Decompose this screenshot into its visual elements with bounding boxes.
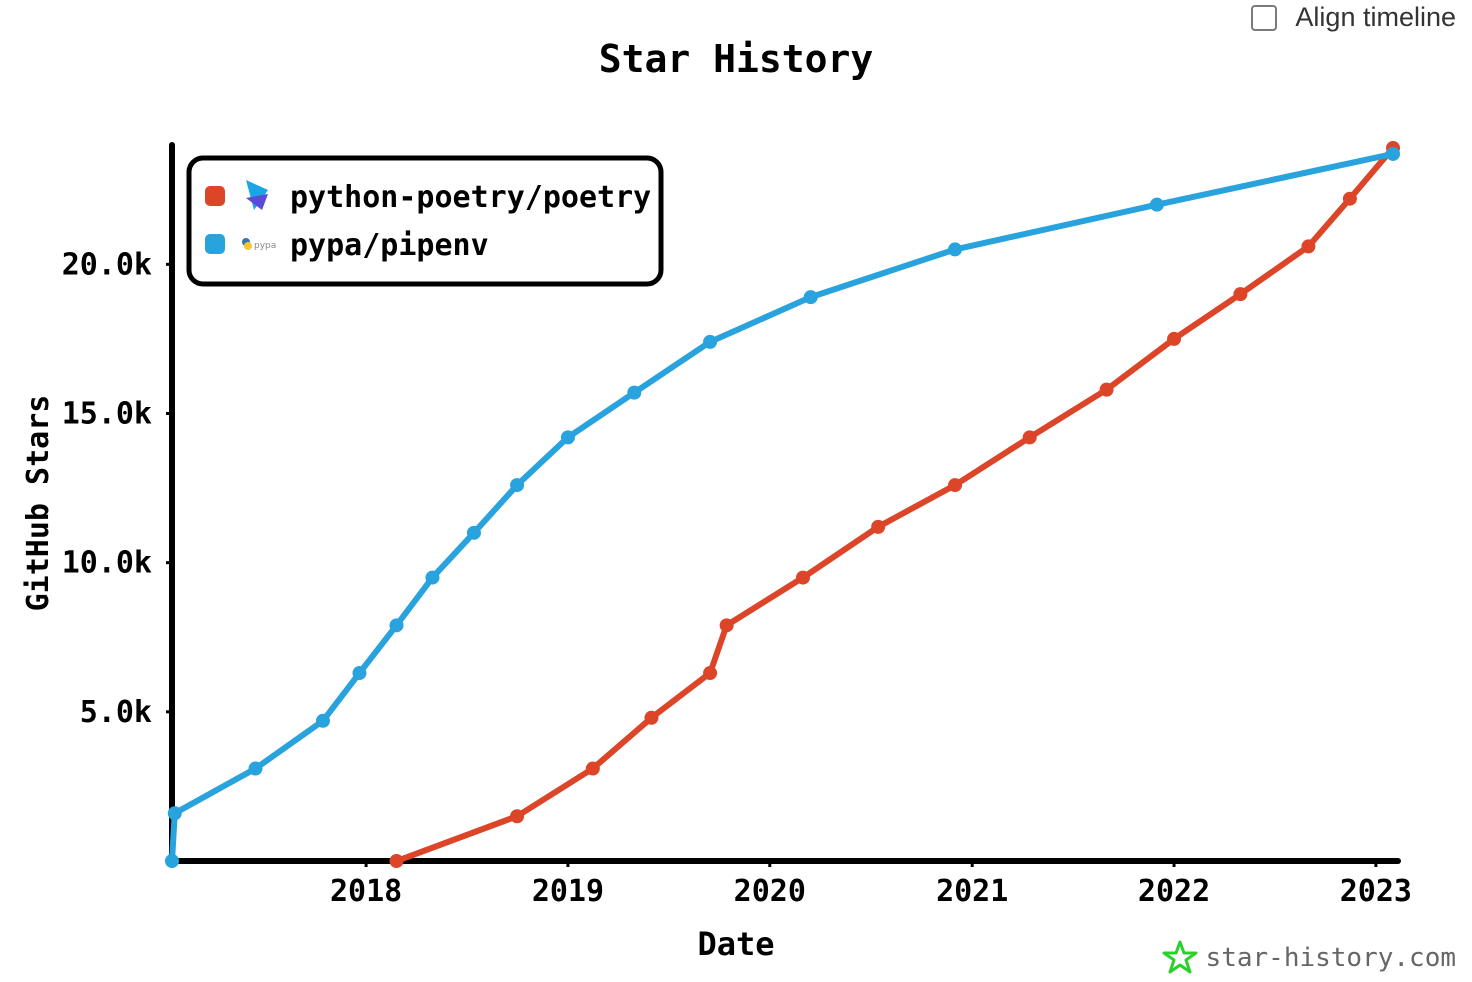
chart-title: Star History xyxy=(599,37,874,81)
legend-label: pypa/pipenv xyxy=(290,228,489,263)
series-line-pypa-pipenv xyxy=(169,150,1397,864)
align-timeline-toggle[interactable]: Align timeline xyxy=(1251,2,1456,33)
y-axis-label: GitHub Stars xyxy=(21,395,56,612)
data-point-python-poetry-poetry[interactable] xyxy=(510,809,525,824)
data-point-pypa-pipenv[interactable] xyxy=(315,713,330,728)
y-tick-label: 15.0k xyxy=(62,397,152,432)
data-point-pypa-pipenv[interactable] xyxy=(948,242,963,257)
data-point-pypa-pipenv[interactable] xyxy=(1149,197,1164,212)
data-point-pypa-pipenv[interactable] xyxy=(389,618,404,633)
data-point-python-poetry-poetry[interactable] xyxy=(948,478,963,493)
legend-label: python-poetry/poetry xyxy=(290,180,651,215)
data-point-python-poetry-poetry[interactable] xyxy=(1099,382,1114,397)
pypa-logo-icon: pypa xyxy=(242,238,276,251)
data-point-python-poetry-poetry[interactable] xyxy=(719,618,734,633)
legend: python-poetry/poetry pypa pypa/pipenv xyxy=(186,155,664,287)
data-point-python-poetry-poetry[interactable] xyxy=(389,854,404,868)
data-point-python-poetry-poetry[interactable] xyxy=(644,710,659,725)
x-tick-label: 2021 xyxy=(936,874,1008,909)
watermark-text: star-history.com xyxy=(1205,943,1456,973)
data-point-pypa-pipenv[interactable] xyxy=(425,570,440,585)
data-point-pypa-pipenv[interactable] xyxy=(466,525,481,540)
legend-swatch xyxy=(205,186,225,206)
x-tick-label: 2018 xyxy=(330,874,402,909)
x-tick-label: 2022 xyxy=(1138,874,1210,909)
legend-swatch xyxy=(205,234,225,254)
y-tick-label: 10.0k xyxy=(62,546,152,581)
y-tick-label: 5.0k xyxy=(80,695,152,730)
align-timeline-checkbox[interactable] xyxy=(1251,4,1278,31)
data-point-python-poetry-poetry[interactable] xyxy=(585,761,600,776)
data-point-pypa-pipenv[interactable] xyxy=(352,666,367,681)
data-point-python-poetry-poetry[interactable] xyxy=(1167,331,1182,346)
data-point-pypa-pipenv[interactable] xyxy=(560,430,575,445)
legend-box xyxy=(186,155,664,287)
watermark[interactable]: star-history.com xyxy=(1162,940,1456,976)
series-line-python-poetry-poetry xyxy=(393,144,1397,864)
data-point-pypa-pipenv[interactable] xyxy=(1386,146,1401,161)
align-timeline-label: Align timeline xyxy=(1295,2,1456,32)
data-point-pypa-pipenv[interactable] xyxy=(248,761,263,776)
x-tick-label: 2023 xyxy=(1340,874,1412,909)
data-point-pypa-pipenv[interactable] xyxy=(165,854,179,868)
x-axis-label: Date xyxy=(697,925,774,963)
x-tick-label: 2019 xyxy=(532,874,604,909)
data-point-python-poetry-poetry[interactable] xyxy=(795,570,810,585)
x-tick-label: 2020 xyxy=(734,874,806,909)
data-point-python-poetry-poetry[interactable] xyxy=(871,519,886,534)
data-point-python-poetry-poetry[interactable] xyxy=(1022,430,1037,445)
tick-labels: 2018 2019 2020 2021 2022 2023 5.0k 10.0k 15.0k 20… xyxy=(62,247,1412,909)
svg-text:pypa: pypa xyxy=(254,241,276,251)
data-point-pypa-pipenv[interactable] xyxy=(803,290,818,305)
data-point-python-poetry-poetry[interactable] xyxy=(1301,239,1316,254)
data-point-pypa-pipenv[interactable] xyxy=(167,806,182,821)
poetry-logo-icon xyxy=(246,180,268,210)
data-point-pypa-pipenv[interactable] xyxy=(627,385,642,400)
data-point-python-poetry-poetry[interactable] xyxy=(1342,191,1357,206)
series-layer xyxy=(165,140,1401,868)
star-logo-icon xyxy=(1162,940,1198,974)
data-point-python-poetry-poetry[interactable] xyxy=(703,666,718,681)
data-point-python-poetry-poetry[interactable] xyxy=(1233,287,1248,302)
data-point-pypa-pipenv[interactable] xyxy=(510,478,525,493)
y-tick-label: 20.0k xyxy=(62,247,152,282)
data-point-pypa-pipenv[interactable] xyxy=(703,334,718,349)
